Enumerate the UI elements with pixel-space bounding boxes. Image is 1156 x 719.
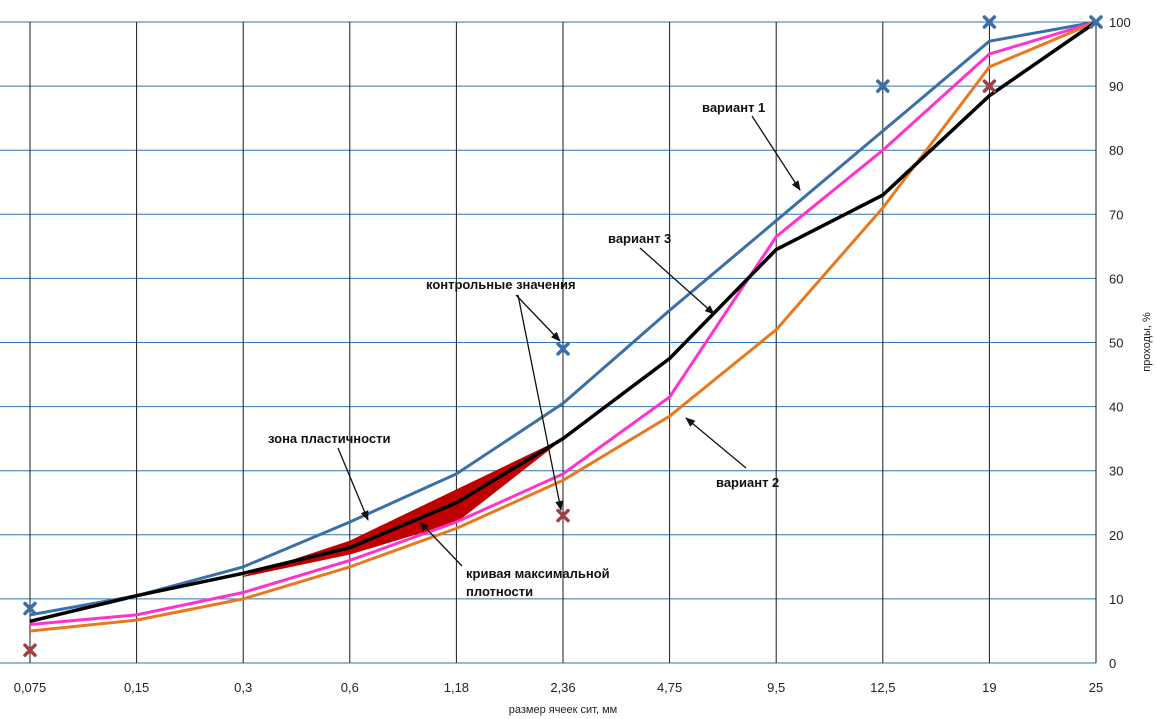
control-markers (23, 15, 1103, 657)
annotation-max-density-line-1: кривая максимальной (466, 566, 610, 581)
arrow-variant-3 (639, 247, 715, 315)
control-point-stroke (556, 508, 570, 523)
arrow-max-density (419, 521, 463, 567)
x-tick-label-10: 25 (1089, 680, 1103, 695)
plasticity-zone-layer (243, 438, 564, 577)
series-line-2 (29, 20, 1097, 626)
x-tick-label-3: 0,6 (341, 680, 359, 695)
y-tick-label-40: 40 (1109, 400, 1123, 415)
arrow-control-values-1 (515, 294, 561, 342)
control-point-5 (876, 79, 890, 93)
grid (0, 21, 1097, 664)
control-point-stroke (982, 79, 997, 93)
y-tick-label-50: 50 (1109, 336, 1123, 351)
arrow-variant-1 (751, 115, 801, 191)
y-tick-label-30: 30 (1109, 464, 1123, 479)
x-axis-title: размер ячеек сит, мм (509, 704, 618, 716)
y-axis-title: проходы, % (1141, 312, 1153, 372)
arrow-plasticity-zone (337, 447, 369, 521)
control-point-stroke (556, 342, 570, 356)
annotation-max-density-line-2: плотности (466, 584, 533, 599)
x-tick-label-0: 0,075 (14, 680, 47, 695)
y-tick-label-70: 70 (1109, 207, 1123, 222)
annotation-control-values: контрольные значения (426, 277, 576, 292)
control-point-7 (982, 79, 997, 93)
control-point-4 (556, 508, 570, 523)
control-point-stroke (876, 79, 890, 93)
control-point-6 (982, 15, 997, 29)
y-tick-label-10: 10 (1109, 592, 1123, 607)
annotation-arrows (337, 115, 801, 567)
y-tick-label-100: 100 (1109, 15, 1131, 30)
x-tick-label-5: 2,36 (550, 680, 575, 695)
x-tick-label-7: 9,5 (767, 680, 785, 695)
series-line-1 (29, 20, 1097, 617)
annotation-variant-3: вариант 3 (608, 231, 671, 246)
series-layer (29, 20, 1097, 633)
y-tick-label-90: 90 (1109, 79, 1123, 94)
control-point-stroke (982, 15, 997, 29)
control-point-1 (23, 601, 37, 616)
y-tick-label-60: 60 (1109, 271, 1123, 286)
annotation-variant-2: вариант 2 (716, 475, 779, 490)
control-point-2 (23, 643, 37, 657)
control-point-3 (556, 342, 570, 356)
control-point-stroke (23, 601, 37, 616)
x-tick-label-9: 19 (982, 680, 996, 695)
series-line-4 (29, 20, 1097, 624)
arrow-variant-2 (685, 417, 747, 469)
x-tick-label-8: 12,5 (870, 680, 895, 695)
annotation-variant-1: вариант 1 (702, 100, 765, 115)
annotation-plasticity-zone: зона пластичности (268, 431, 390, 446)
x-tick-label-1: 0,15 (124, 680, 149, 695)
y-tick-label-20: 20 (1109, 528, 1123, 543)
y-tick-label-80: 80 (1109, 143, 1123, 158)
x-tick-label-6: 4,75 (657, 680, 682, 695)
control-point-stroke (1089, 15, 1103, 29)
plasticity-zone (243, 438, 564, 577)
arrow-control-values-2 (517, 294, 564, 511)
control-point-stroke (23, 643, 37, 657)
tick-labels: 0,075 0,15 0,3 0,6 1,18 2,36 4,75 9,5 12,5 19 25 0 1… (14, 15, 1131, 695)
x-tick-label-4: 1,18 (444, 680, 469, 695)
x-tick-label-2: 0,3 (234, 680, 252, 695)
control-point-8 (1089, 15, 1103, 29)
y-tick-label-0: 0 (1109, 656, 1116, 671)
